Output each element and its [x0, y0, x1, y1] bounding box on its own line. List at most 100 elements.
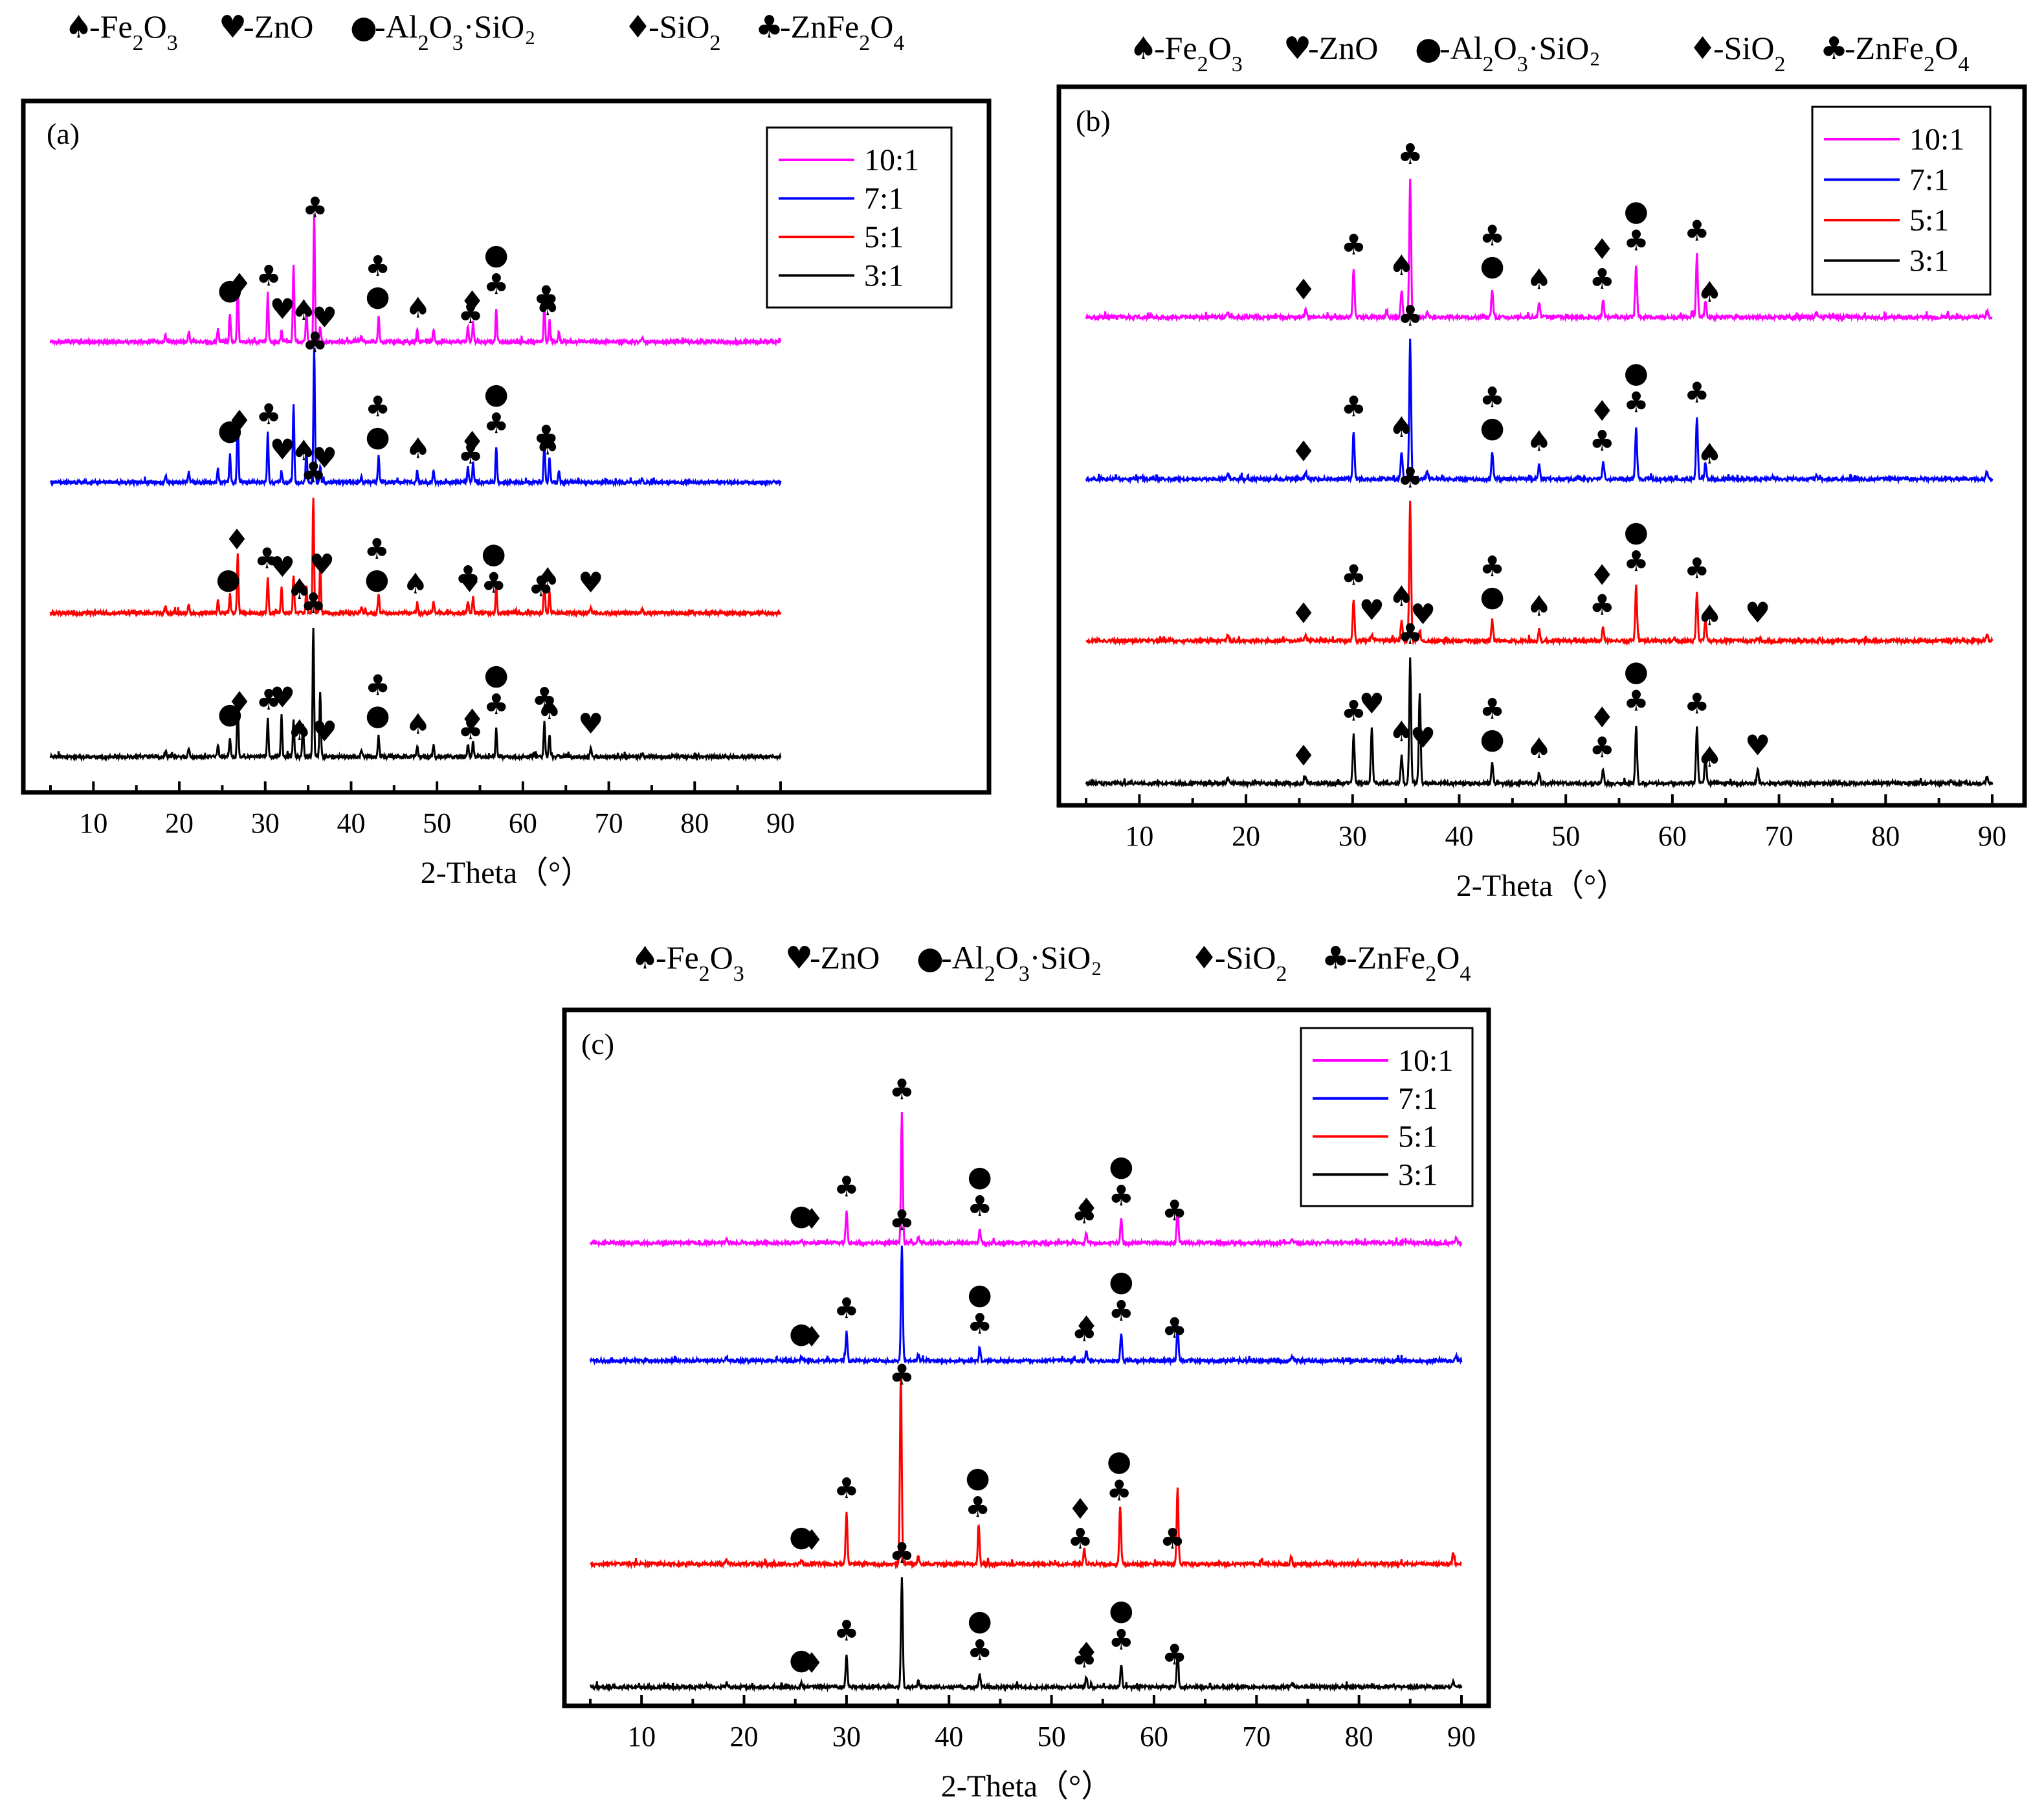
- legend-label: 5:1: [1909, 203, 1949, 238]
- series-10-1-line: [1085, 179, 1993, 323]
- panel-c: ♠-Fe2O3 ♥-ZnO ●-Al2O3·SiO₂ ♦-SiO2 ♣-ZnFe2O4(…: [562, 939, 1491, 1804]
- phase-marker: ♠: [1697, 276, 1722, 309]
- phase-marker: ♦: [460, 704, 485, 737]
- phase-marker: ♥: [309, 548, 335, 581]
- phase-marker: ♣: [365, 669, 390, 702]
- phase-marker: ♠: [1389, 249, 1414, 282]
- phase-marker: ●: [1624, 655, 1649, 688]
- phase-marker: ♣: [1589, 589, 1614, 622]
- phase-marker: ♣: [889, 1358, 915, 1391]
- phase-marker: ♦: [799, 1321, 824, 1354]
- phase-marker: ●: [217, 273, 242, 306]
- phase-marker: ♣: [834, 1615, 859, 1648]
- phase-marker: ♣: [256, 260, 281, 293]
- plot-frame: [1056, 84, 2027, 808]
- phase-legend-label: -Al2O3·SiO₂: [941, 939, 1102, 986]
- phase-marker: ♥: [1359, 688, 1384, 721]
- phase-legend-item: ♦-SiO2: [624, 8, 720, 55]
- phase-marker: ♥: [312, 715, 337, 748]
- phase-marker: ♣: [1480, 381, 1505, 414]
- series-3-1-line: [49, 627, 782, 763]
- phase-marker: ♣: [1589, 263, 1614, 296]
- panel-label: (b): [1076, 104, 1111, 137]
- diamond-icon: ♦: [1190, 940, 1218, 976]
- series-7-1-line: [1085, 339, 1994, 485]
- phase-marker: ♦: [799, 1203, 824, 1236]
- x-tick-label: 10: [79, 807, 107, 839]
- x-tick-label: 40: [935, 1721, 963, 1752]
- phase-marker: ♣: [302, 326, 328, 359]
- legend-label: 10:1: [864, 143, 919, 177]
- phase-marker: ♦: [224, 523, 249, 556]
- phase-legend-item: ♥-ZnO: [785, 939, 880, 976]
- phase-marker: ♣: [1109, 1624, 1134, 1657]
- phase-legend-label: -Al2O3·SiO₂: [375, 8, 536, 55]
- legend-label: 3:1: [1398, 1158, 1438, 1192]
- phase-marker: ♠: [1697, 741, 1722, 774]
- x-tick-label: 50: [423, 807, 451, 839]
- phase-marker: ♣: [531, 682, 557, 715]
- phase-marker: ●: [365, 699, 390, 732]
- x-tick-label: 90: [766, 807, 795, 839]
- phase-marker: ●: [484, 658, 509, 691]
- x-tick-label: 70: [595, 807, 623, 839]
- phase-marker: ♣: [1162, 1194, 1187, 1227]
- phase-marker: ♣: [1589, 732, 1614, 765]
- x-tick-label: 60: [1140, 1721, 1168, 1752]
- legend-label: 5:1: [1398, 1120, 1438, 1154]
- phase-marker: ●: [1480, 411, 1504, 444]
- phase-legend-item: ♣-ZnFe2O4: [1820, 30, 1969, 76]
- phase-marker: ●: [968, 1160, 992, 1193]
- phase-legend-item: ●-Al2O3·SiO₂: [916, 939, 1102, 986]
- phase-marker: ●: [789, 1520, 814, 1553]
- phase-marker: ●: [484, 238, 509, 271]
- phase-legend-label: -Al2O3·SiO₂: [1439, 30, 1601, 76]
- phase-marker: ♥: [270, 433, 295, 466]
- series-5-1-line: [49, 497, 782, 619]
- phase-marker: ●: [968, 1278, 992, 1311]
- phase-marker: ♣: [1480, 550, 1505, 583]
- legend-box: [766, 126, 953, 309]
- x-tick-label: 60: [509, 807, 537, 839]
- phase-marker: ♦: [1589, 702, 1614, 735]
- phase-marker: ♠: [287, 573, 312, 606]
- phase-marker: ●: [1624, 194, 1649, 227]
- phase-marker: ●: [1109, 1265, 1133, 1298]
- x-tick-label: 20: [165, 807, 194, 839]
- phase-marker: ●: [484, 377, 509, 410]
- x-axis-label: 2-Theta（°）: [1456, 869, 1627, 903]
- legend-label: 10:1: [1398, 1044, 1453, 1078]
- x-axis-label: 2-Theta（°）: [941, 1769, 1112, 1804]
- legend-label: 7:1: [864, 182, 904, 216]
- phase-marker: ♣: [1684, 376, 1709, 409]
- phase-marker: ♣: [533, 280, 559, 313]
- phase-marker: ♣: [1397, 138, 1423, 171]
- plot-frame: [562, 1007, 1491, 1708]
- phase-marker: ●: [217, 414, 242, 447]
- phase-marker: ●: [1109, 1594, 1133, 1627]
- phase-marker: ♣: [1072, 1315, 1097, 1348]
- phase-marker: ♣: [834, 1170, 859, 1203]
- phase-marker: ♠: [405, 708, 430, 741]
- legend-label: 7:1: [1909, 163, 1949, 197]
- phase-marker: ♣: [528, 570, 553, 603]
- legend-label: 3:1: [1909, 244, 1949, 278]
- series-5-1-line: [590, 1369, 1462, 1570]
- phase-marker: ♣: [481, 567, 506, 600]
- phase-legend-item: ♣-ZnFe2O4: [755, 8, 904, 55]
- phase-marker: ♣: [1341, 559, 1366, 592]
- heart-icon: ♥: [1283, 30, 1311, 67]
- phase-marker: ♦: [1589, 233, 1614, 266]
- phase-marker: ♠: [1526, 590, 1551, 623]
- legend-box: [1300, 1027, 1474, 1207]
- phase-marker: ♠: [535, 562, 561, 595]
- plot-frame: [21, 98, 992, 795]
- phase-marker: ♣: [1684, 214, 1709, 247]
- phase-marker: ♣: [834, 1292, 859, 1325]
- phase-legend-label: -ZnFe2O4: [1845, 30, 1969, 76]
- phase-marker: ♠: [291, 434, 317, 467]
- spade-icon: ♠: [65, 9, 93, 45]
- phase-marker: ♦: [1291, 273, 1316, 306]
- phase-marker: ♣: [1397, 462, 1423, 495]
